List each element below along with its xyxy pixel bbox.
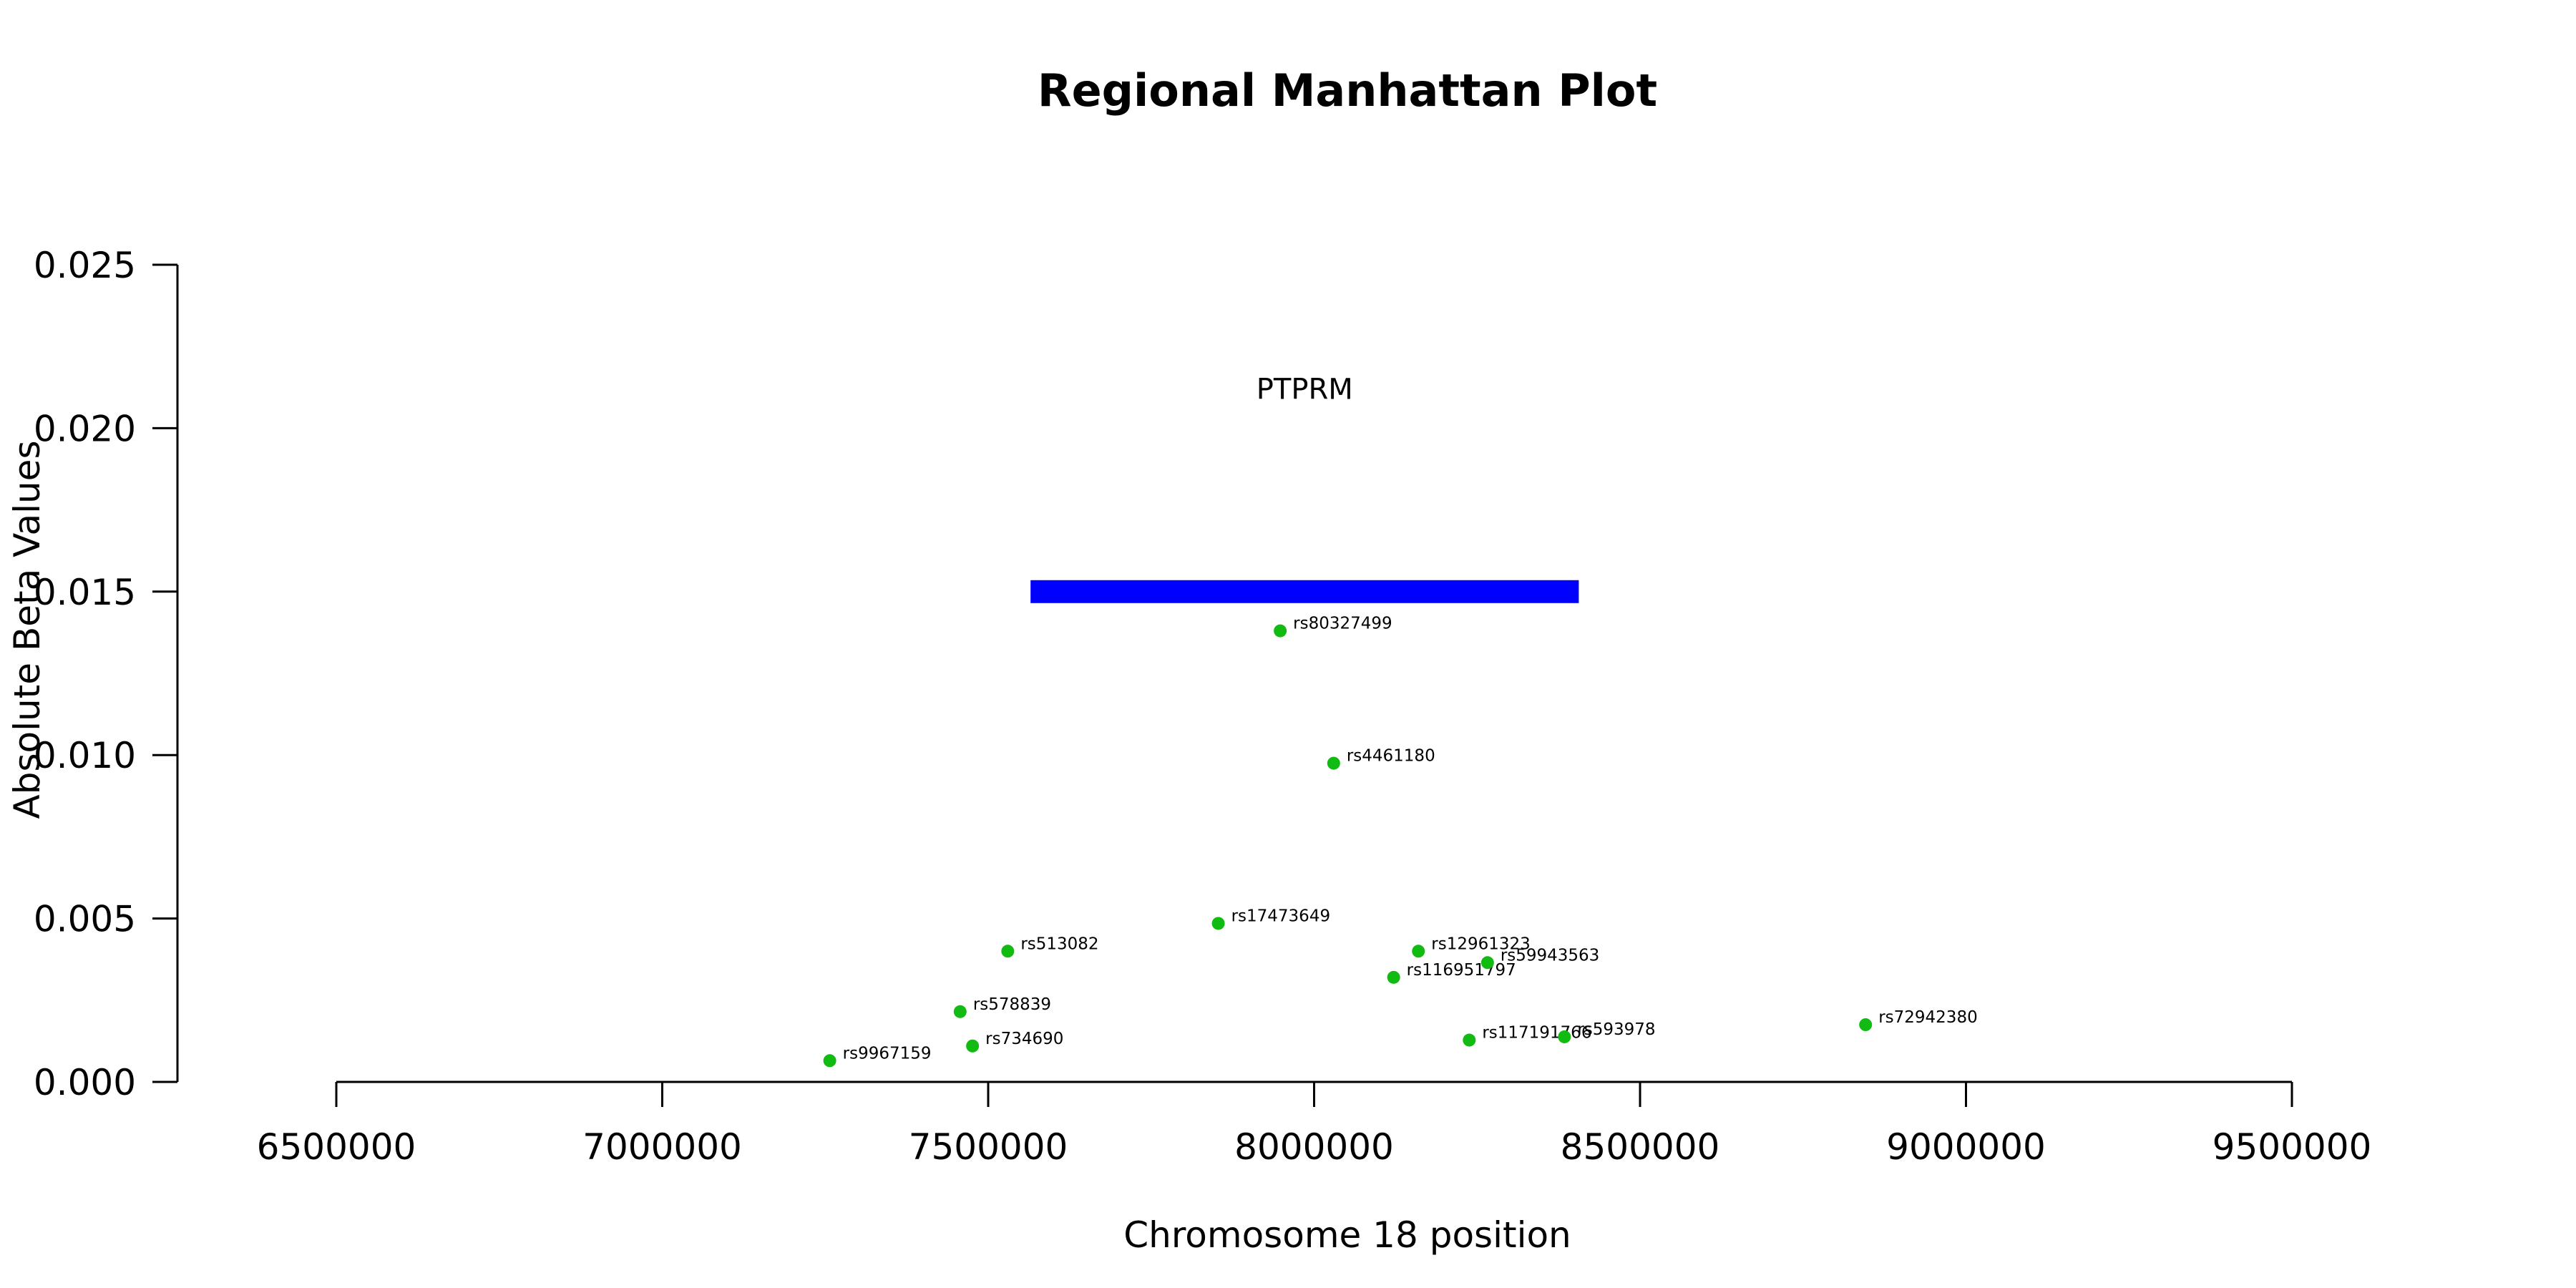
x-tick-label: 9500000 (2212, 1126, 2372, 1168)
snp-label: rs117191766 (1482, 1024, 1591, 1043)
snp-point (953, 1005, 967, 1018)
snp-label: rs9967159 (843, 1044, 932, 1063)
x-tick-label: 8500000 (1561, 1126, 1720, 1168)
y-tick-label: 0.020 (34, 408, 136, 449)
snp-label: rs734690 (985, 1030, 1063, 1048)
x-tick-label: 6500000 (257, 1126, 416, 1168)
snp-point (1001, 945, 1015, 958)
snp-point (1274, 624, 1287, 638)
y-tick-label: 0.000 (34, 1062, 136, 1103)
y-tick-label: 0.005 (34, 899, 136, 940)
snp-point (823, 1054, 836, 1068)
snp-point (1387, 970, 1400, 984)
snp-point (1558, 1030, 1571, 1043)
snp-point (1211, 917, 1225, 930)
y-axis-label: Absolute Beta Values (6, 441, 48, 819)
snp-label: rs116951797 (1407, 961, 1516, 980)
snp-label: rs593978 (1577, 1020, 1655, 1039)
snp-label: rs80327499 (1293, 615, 1392, 633)
snp-point (1463, 1033, 1476, 1047)
snp-point (1412, 945, 1425, 958)
y-tick-label: 0.010 (34, 735, 136, 776)
gene-bar (1030, 580, 1579, 603)
x-tick-label: 9000000 (1886, 1126, 2046, 1168)
x-tick-label: 8000000 (1234, 1126, 1394, 1168)
snp-label: rs72942380 (1878, 1008, 1978, 1027)
gene-annotation: PTPRM (1030, 373, 1579, 603)
snp-label: rs513082 (1020, 935, 1098, 953)
y-tick-label: 0.025 (34, 245, 136, 286)
snp-point (1327, 756, 1340, 770)
x-axis: 6500000 7000000 7500000 8000000 8500000 90000… (257, 1080, 2372, 1168)
snp-label: rs12961323 (1431, 935, 1531, 953)
gene-label: PTPRM (1257, 373, 1353, 406)
y-tick-label: 0.015 (34, 572, 136, 613)
snp-label: rs59943563 (1501, 946, 1600, 965)
y-axis: 0.000 0.005 0.010 0.015 0.020 0.025 (34, 245, 179, 1103)
snp-point (1480, 956, 1494, 970)
snp-points: rs9967159 rs734690 rs578839 rs513082 rs17473… (823, 615, 1978, 1068)
chart-title: Regional Manhattan Plot (1038, 64, 1657, 117)
snp-point (1859, 1018, 1873, 1032)
x-tick-label: 7000000 (582, 1126, 742, 1168)
snp-label: rs17473649 (1231, 907, 1331, 925)
snp-point (966, 1039, 980, 1053)
x-tick-label: 7500000 (909, 1126, 1068, 1168)
snp-label: rs4461180 (1347, 747, 1435, 766)
snp-label: rs578839 (973, 995, 1051, 1014)
x-axis-label: Chromosome 18 position (1123, 1214, 1571, 1256)
